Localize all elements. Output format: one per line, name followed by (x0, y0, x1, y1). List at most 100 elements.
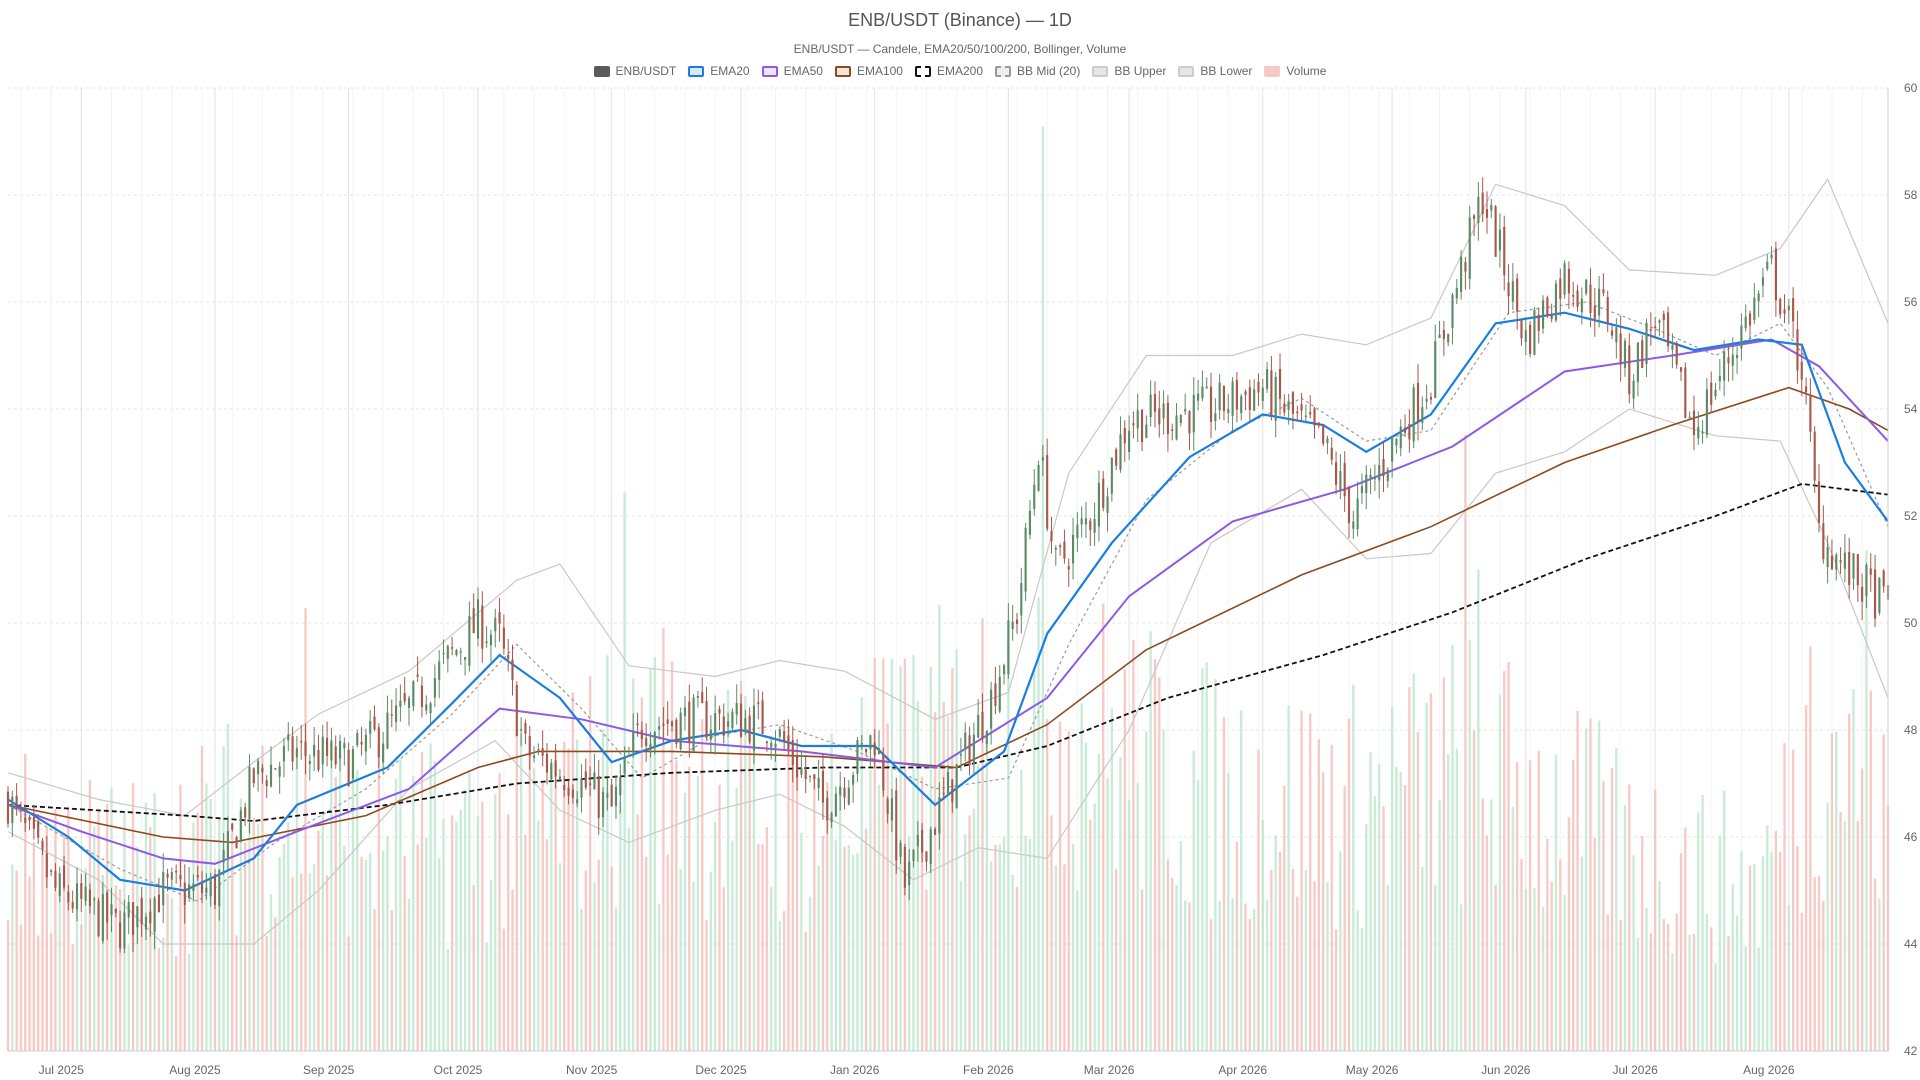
candle-body (1287, 401, 1290, 410)
legend-item[interactable]: EMA50 (761, 64, 823, 78)
candle-body (1761, 277, 1765, 286)
candle-body (787, 735, 790, 749)
candle-body (1335, 462, 1338, 485)
volume-bar (1813, 876, 1816, 1051)
legend-item[interactable]: BB Mid (20) (995, 64, 1080, 78)
volume-bar (321, 811, 324, 1051)
candle-body (524, 723, 527, 734)
y-tick-label: 46 (1904, 830, 1918, 844)
volume-bar (274, 917, 277, 1051)
candle-body (645, 737, 648, 747)
candle-body (1020, 583, 1023, 616)
volume-bar (243, 842, 247, 1051)
volume-bar (679, 869, 682, 1051)
volume-bar (1537, 750, 1540, 1051)
candle-body (1140, 409, 1144, 443)
legend-item[interactable]: EMA100 (834, 64, 903, 78)
candle-body (1852, 553, 1855, 579)
volume-bar (511, 889, 514, 1051)
volume-bar (1580, 856, 1584, 1051)
volume-bar (653, 657, 656, 1051)
volume-bar (312, 864, 316, 1051)
candle-body (865, 748, 868, 753)
candle-body (93, 898, 96, 901)
volume-bar (291, 877, 294, 1051)
volume-bar (1774, 830, 1778, 1051)
volume-bar (170, 898, 174, 1051)
volume-bar (1227, 772, 1230, 1051)
candle-body (1369, 474, 1372, 479)
volume-bar (757, 844, 760, 1051)
volume-bar (1481, 798, 1484, 1051)
volume-bar (580, 908, 583, 1051)
volume-bar (524, 834, 527, 1051)
volume-bar (1171, 877, 1174, 1051)
volume-bar (726, 689, 730, 1051)
legend-item[interactable]: ENB/USDT (593, 64, 677, 78)
volume-bar (1515, 762, 1519, 1051)
volume-bar (1468, 640, 1471, 1051)
candle-body (11, 796, 14, 824)
volume-bar (688, 766, 691, 1051)
legend-item[interactable]: BB Lower (1178, 64, 1252, 78)
volume-bar (1054, 865, 1057, 1051)
candle-body (28, 817, 31, 821)
volume-bar (886, 723, 889, 1051)
candle-body (1002, 665, 1006, 674)
candle-body (1529, 324, 1532, 354)
candle-body (929, 829, 932, 864)
candle-body (1585, 279, 1588, 294)
volume-bar (45, 826, 48, 1051)
candle-body (1589, 284, 1592, 314)
candle-body (278, 766, 281, 777)
volume-bar (1045, 719, 1049, 1051)
volume-bar (1304, 870, 1308, 1051)
volume-bar (41, 848, 44, 1051)
volume-bar (1265, 900, 1269, 1051)
volume-bar (351, 753, 355, 1051)
candle-body (899, 842, 902, 857)
candle-body (791, 740, 794, 765)
legend-swatch (1092, 65, 1109, 77)
candle-body (412, 681, 415, 707)
legend-label: ENB/USDT (615, 64, 677, 78)
candle-body (1718, 375, 1721, 382)
candle-body (1537, 314, 1540, 331)
legend-item[interactable]: EMA200 (914, 64, 983, 78)
candle-body (1753, 297, 1756, 321)
candle-body (261, 767, 264, 773)
legend-item[interactable]: EMA20 (688, 64, 750, 78)
volume-bar (1852, 689, 1855, 1051)
candle-body (580, 778, 583, 798)
candle-body (222, 849, 225, 863)
candle-body (1261, 387, 1264, 401)
volume-bar (36, 935, 40, 1051)
volume-bar (813, 774, 816, 1051)
volume-bar (839, 794, 842, 1051)
candle-body (847, 787, 850, 805)
candle-body (757, 702, 760, 704)
volume-bar (1623, 804, 1627, 1051)
legend-label: BB Upper (1114, 64, 1167, 78)
candle-body (1317, 422, 1320, 426)
candle-body (1171, 429, 1174, 432)
candle-body (1654, 326, 1657, 329)
x-tick-label: Aug 2026 (1743, 1063, 1795, 1077)
volume-bar (1158, 677, 1161, 1051)
volume-bar (54, 809, 57, 1051)
legend-item[interactable]: BB Upper (1092, 64, 1166, 78)
candle-body (1736, 354, 1739, 359)
volume-bar (1080, 703, 1083, 1051)
volume-bar (1149, 631, 1152, 1051)
candle-body (1662, 313, 1665, 320)
candle-body (1192, 394, 1195, 433)
volume-bar (1188, 902, 1191, 1051)
volume-bar (300, 873, 303, 1051)
volume-bar (472, 885, 475, 1051)
volume-bar (1011, 875, 1014, 1051)
volume-bar (675, 760, 678, 1051)
volume-bar (1240, 710, 1243, 1051)
candle-body (153, 898, 156, 933)
legend-item[interactable]: Volume (1264, 64, 1326, 78)
x-tick-label: Jul 2026 (1612, 1063, 1658, 1077)
